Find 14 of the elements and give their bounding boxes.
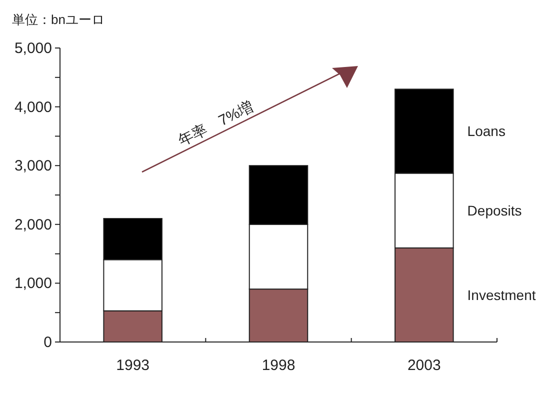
y-tick-label: 1,000 bbox=[14, 275, 52, 292]
x-tick-label: 2003 bbox=[407, 357, 441, 374]
series-label: Deposits bbox=[467, 202, 522, 219]
y-axis-title: 単位：bnユーロ bbox=[12, 12, 104, 27]
series-label: Investment bbox=[467, 286, 536, 303]
y-tick-label: 3,000 bbox=[14, 158, 52, 175]
y-tick-label: 0 bbox=[44, 334, 52, 351]
annotation: 年率 7%増 bbox=[176, 98, 256, 150]
x-tick-label: 1998 bbox=[262, 357, 296, 374]
x-tick-label: 1993 bbox=[116, 357, 150, 374]
series-label: Loans bbox=[467, 123, 506, 140]
y-tick-label: 4,000 bbox=[14, 98, 52, 116]
y-tick-label: 5,000 bbox=[14, 40, 52, 57]
y-tick-label: 2,000 bbox=[14, 216, 52, 234]
